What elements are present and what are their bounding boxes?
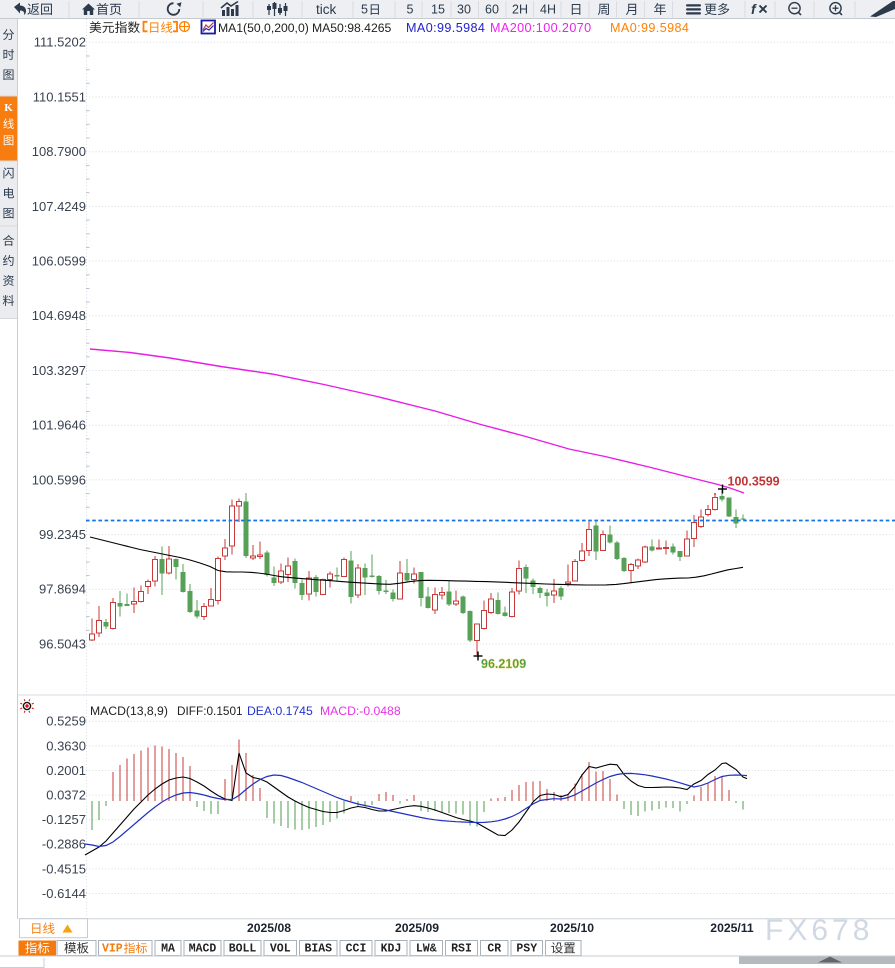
svg-text:MA0:99.5984: MA0:99.5984 [610,21,689,35]
svg-text:101.9646: 101.9646 [32,418,86,433]
svg-text:MA50:98.4265: MA50:98.4265 [312,21,392,35]
svg-text:108.7900: 108.7900 [32,144,86,159]
svg-text:106.0599: 106.0599 [32,254,86,269]
svg-text:2025/10: 2025/10 [550,921,594,935]
svg-text:MACD: MACD [189,943,217,956]
svg-text:-0.4515: -0.4515 [42,861,86,876]
svg-text:MA0:99.5984: MA0:99.5984 [406,21,485,35]
svg-text:K: K [4,102,13,114]
svg-text:2025/08: 2025/08 [247,921,291,935]
svg-text:BIAS: BIAS [304,943,332,956]
svg-text:100.3599: 100.3599 [728,475,780,489]
svg-text:PSY: PSY [516,943,537,956]
svg-text:0.0372: 0.0372 [46,788,86,803]
svg-text:CCI: CCI [346,943,367,956]
svg-text:107.4249: 107.4249 [32,199,86,214]
svg-text:tick: tick [316,2,337,17]
svg-text:VOL: VOL [270,943,291,956]
svg-text:FX678: FX678 [765,914,873,947]
svg-text:100.5996: 100.5996 [32,472,86,487]
svg-text:2H: 2H [512,3,528,17]
svg-text:MA: MA [161,943,175,956]
svg-text:30: 30 [457,3,471,17]
svg-text:RSI: RSI [451,943,472,956]
svg-text:0.3630: 0.3630 [46,738,86,753]
svg-text:5: 5 [407,3,414,17]
svg-text:110.1551: 110.1551 [33,89,86,104]
svg-text:DIFF:0.1501: DIFF:0.1501 [177,704,243,718]
svg-text:99.2345: 99.2345 [39,527,86,542]
svg-text:-0.2886: -0.2886 [42,837,86,852]
svg-text:MA1(50,0,200,0): MA1(50,0,200,0) [218,21,309,35]
svg-text:103.3297: 103.3297 [32,363,86,378]
svg-text:MA200:100.2070: MA200:100.2070 [490,21,592,35]
svg-text:MACD(13,8,9): MACD(13,8,9) [90,704,168,718]
svg-text:96.5043: 96.5043 [39,636,86,651]
svg-text:2025/11: 2025/11 [710,921,754,935]
svg-text:-0.1257: -0.1257 [42,812,86,827]
svg-text:0.5259: 0.5259 [46,714,86,729]
svg-text:111.5202: 111.5202 [34,35,86,50]
svg-text:60: 60 [485,3,499,17]
svg-text:104.6948: 104.6948 [32,308,86,323]
svg-text:KDJ: KDJ [381,943,402,956]
svg-text:96.2109: 96.2109 [481,657,526,671]
svg-text:97.8694: 97.8694 [39,582,86,597]
svg-text:0.2001: 0.2001 [46,763,86,778]
svg-text:LW&: LW& [416,943,437,956]
svg-text:4H: 4H [540,3,556,17]
svg-text:15: 15 [431,3,445,17]
svg-text:-0.6144: -0.6144 [42,886,86,901]
svg-text:VIP: VIP [102,943,123,956]
svg-text:BOLL: BOLL [229,943,257,956]
svg-text:5: 5 [361,3,368,17]
svg-text:DEA:0.1745: DEA:0.1745 [247,704,313,718]
svg-text:MACD:-0.0488: MACD:-0.0488 [320,704,401,718]
svg-text:CR: CR [487,943,501,956]
svg-text:f: f [751,1,757,17]
svg-text:2025/09: 2025/09 [395,921,439,935]
